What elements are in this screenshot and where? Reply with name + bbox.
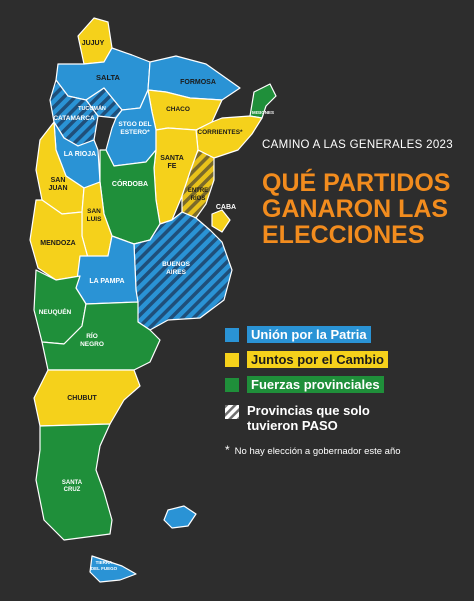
headline-line-3: ELECCIONES [262,221,425,249]
label-catamarca: CATAMARCA [53,115,95,122]
legend-label-paso: Provincias que solo tuvieron PASO [247,403,370,433]
label-stgo-line1: STGO DEL [118,121,151,128]
label-misiones: MISIONES [252,110,274,115]
legend-paso-line2: tuvieron PASO [247,418,338,433]
label-san-juan-line2: JUAN [48,185,67,192]
label-chaco: CHACO [166,106,190,113]
headline-line-1: QUÉ PARTIDOS [262,169,451,197]
legend-swatch-upp [225,328,239,342]
footnote: * No hay elección a gobernador este año [225,443,401,457]
label-rio-negro-line1: RÍO [86,331,98,340]
label-entre-rios-line1: ENTRE [188,188,208,194]
label-corrientes: CORRIENTES* [197,129,243,136]
label-san-luis-line1: SAN [87,208,101,215]
label-neuquen: NEUQUÉN [39,307,72,316]
legend-item-jxc: Juntos por el Cambio [225,351,388,368]
label-salta: SALTA [96,73,120,82]
label-stgo-line2: ESTERO* [120,129,150,136]
label-la-pampa: LA PAMPA [89,278,124,285]
legend-paso-line1: Provincias que solo [247,403,370,418]
legend-label-fp: Fuerzas provinciales [247,376,384,393]
label-chubut: CHUBUT [67,395,97,402]
map-subtitle: CAMINO A LAS GENERALES 2023 [262,139,453,151]
label-entre-rios-line2: RÍOS [191,194,206,202]
label-rio-negro-line2: NEGRO [80,341,104,348]
province-chubut[interactable] [33,369,141,427]
legend-swatch-fp [225,378,239,392]
province-entre-rios[interactable] [181,149,215,219]
legend-swatch-paso [225,405,239,419]
legend-item-fp: Fuerzas provinciales [225,376,384,393]
label-tucuman: TUCUMÁN [78,105,106,112]
legend-item-paso: Provincias que solo tuvieron PASO [225,403,370,433]
footnote-text: No hay elección a gobernador este año [234,446,401,457]
label-caba: CABA [216,204,236,211]
legend-label-jxc: Juntos por el Cambio [247,351,388,368]
label-san-luis-line2: LUIS [87,216,102,223]
province-tierra-del-fuego[interactable] [89,555,137,583]
label-santa-cruz-line1: SANTA [62,480,83,486]
label-santa-cruz-line2: CRUZ [64,487,81,493]
footnote-star: * [225,443,230,457]
legend-label-upp: Unión por la Patria [247,326,371,343]
label-santa-fe-line1: SANTA [160,155,184,162]
label-san-juan-line1: SAN [51,177,66,184]
label-cordoba: CÓRDOBA [112,179,148,188]
label-santa-fe-line2: FE [168,163,177,170]
label-buenos-aires-line2: AIRES [166,269,187,276]
legend-item-upp: Unión por la Patria [225,326,371,343]
label-la-rioja: LA RIOJA [64,151,96,158]
label-buenos-aires-line1: BUENOS [162,261,190,268]
headline-line-2: GANARON LAS [262,195,449,223]
label-jujuy: JUJUY [82,40,105,47]
label-tdf-line1: TIERRA [96,560,114,565]
legend-swatch-jxc [225,353,239,367]
label-mendoza: MENDOZA [40,240,75,247]
label-tdf-line2: DEL FUEGO [91,566,118,571]
label-formosa: FORMOSA [180,79,216,86]
province-rio-negro[interactable] [41,301,161,371]
province-caba[interactable] [211,209,231,233]
province-malvinas[interactable] [163,505,197,529]
map-headline: QUÉ PARTIDOS GANARON LAS ELECCIONES [262,170,472,248]
province-santa-cruz[interactable] [35,423,113,541]
